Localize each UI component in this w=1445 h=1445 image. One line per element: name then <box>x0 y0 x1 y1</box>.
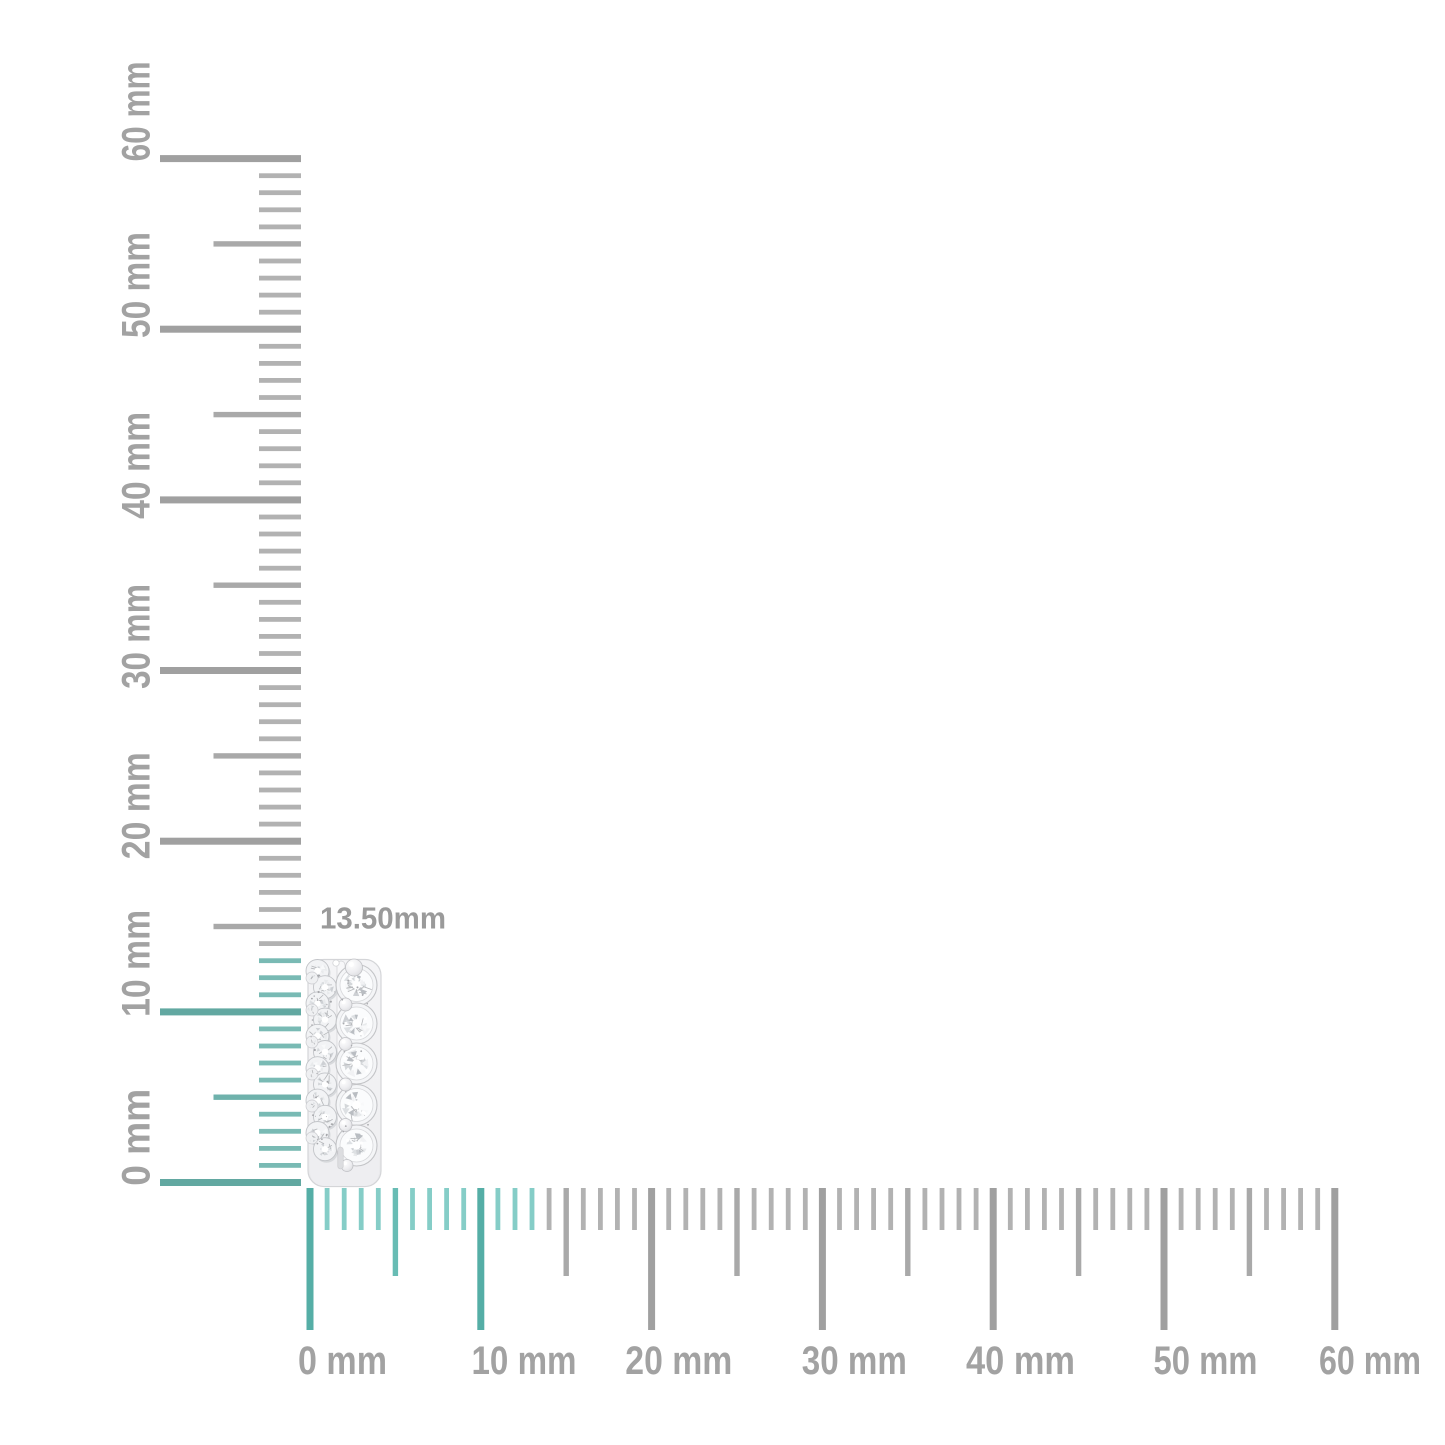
svg-text:10 mm: 10 mm <box>472 1339 577 1383</box>
svg-text:10 mm: 10 mm <box>115 910 159 1017</box>
svg-text:13.50mm: 13.50mm <box>320 901 446 936</box>
svg-text:0 mm: 0 mm <box>298 1339 387 1383</box>
svg-text:50 mm: 50 mm <box>1154 1339 1258 1383</box>
svg-text:0 mm: 0 mm <box>115 1089 159 1186</box>
svg-text:40 mm: 40 mm <box>115 412 159 519</box>
svg-text:30 mm: 30 mm <box>802 1339 907 1383</box>
svg-text:60 mm: 60 mm <box>1319 1339 1421 1383</box>
svg-text:50 mm: 50 mm <box>115 232 159 338</box>
svg-text:40 mm: 40 mm <box>966 1339 1075 1383</box>
svg-text:30 mm: 30 mm <box>115 584 159 689</box>
svg-text:20 mm: 20 mm <box>625 1339 732 1383</box>
svg-text:60 mm: 60 mm <box>115 61 159 161</box>
svg-text:20 mm: 20 mm <box>115 752 159 859</box>
